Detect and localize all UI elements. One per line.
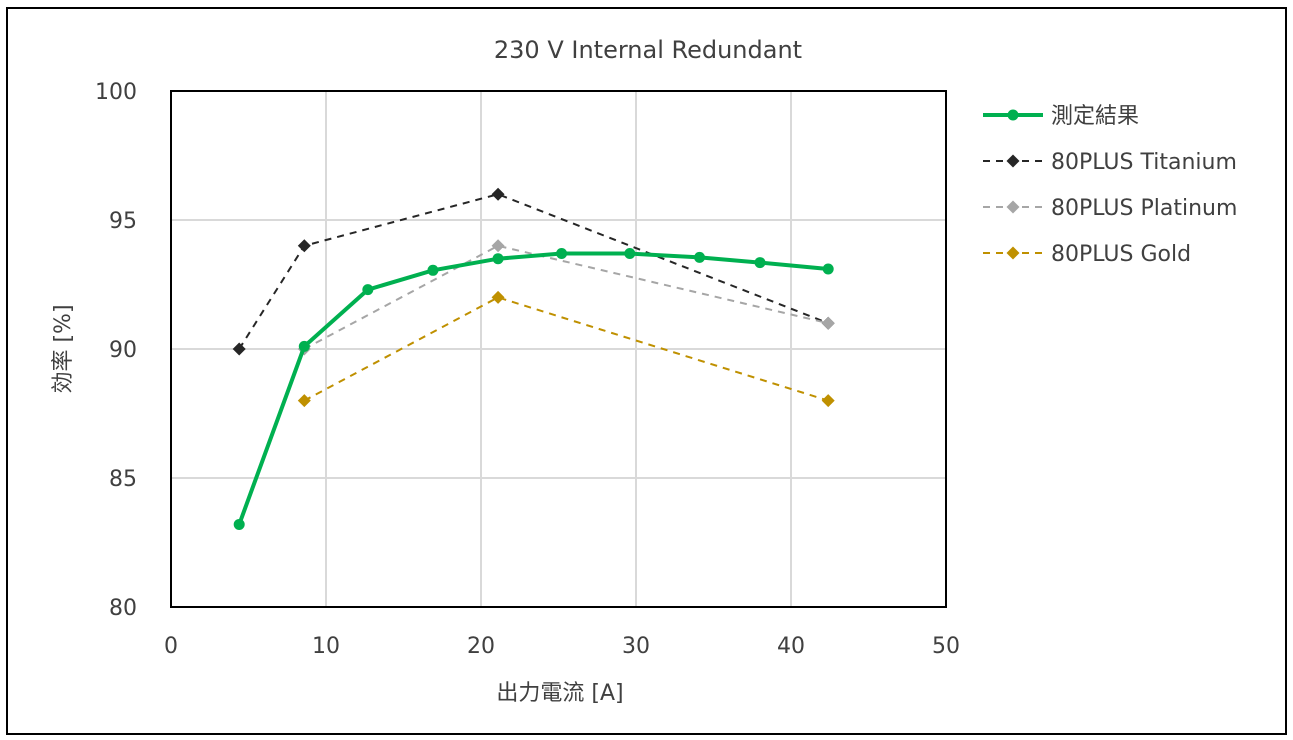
x-tick-label: 0 — [164, 634, 178, 659]
data-point — [233, 518, 245, 530]
series-line — [303, 244, 829, 350]
data-point — [556, 248, 568, 260]
x-tick-label: 30 — [622, 634, 650, 659]
legend: 測定結果 80PLUS Titanium 80PLUS Platinum 80PLUS… — [983, 104, 1237, 267]
data-point — [427, 264, 439, 276]
plot-border — [170, 90, 947, 608]
data-point — [754, 257, 766, 269]
x-tick-label: 10 — [312, 634, 340, 659]
chart-title: 230 V Internal Redundant — [494, 36, 802, 64]
series-1 — [233, 248, 834, 530]
y-tick-label: 95 — [109, 209, 137, 234]
legend-marker — [1006, 246, 1020, 260]
data-point — [822, 263, 834, 275]
chart-frame — [6, 7, 1287, 735]
data-point — [297, 239, 311, 253]
plot-area — [232, 187, 835, 530]
data-point — [821, 316, 835, 330]
series-line — [238, 193, 829, 350]
legend-entry-1: 測定結果 — [983, 104, 1139, 129]
series-4 — [297, 290, 835, 408]
legend-label: 80PLUS Platinum — [1051, 196, 1237, 221]
y-tick-label: 85 — [109, 467, 137, 492]
y-tick-label: 100 — [95, 80, 137, 105]
legend-marker — [1007, 109, 1019, 121]
grid-lines — [171, 91, 946, 607]
legend-marker — [1006, 154, 1020, 168]
data-point — [492, 253, 504, 265]
data-point — [694, 251, 706, 263]
legend-marker — [1006, 200, 1020, 214]
legend-entry-4: 80PLUS Gold — [983, 242, 1191, 267]
y-axis-ticks: 80 85 90 95 100 — [95, 80, 137, 621]
series-3 — [297, 239, 835, 356]
x-tick-label: 40 — [777, 634, 805, 659]
data-point — [362, 284, 374, 296]
legend-entry-3: 80PLUS Platinum — [983, 196, 1237, 221]
y-tick-label: 80 — [109, 596, 137, 621]
series-line — [237, 251, 829, 526]
legend-label: 80PLUS Titanium — [1051, 150, 1237, 175]
x-tick-label: 50 — [932, 634, 960, 659]
data-point — [624, 248, 636, 260]
x-tick-label: 20 — [467, 634, 495, 659]
y-tick-label: 90 — [109, 338, 137, 363]
x-axis-ticks: 0 10 20 30 40 50 — [164, 634, 960, 659]
x-axis-label: 出力電流 [A] — [496, 681, 623, 706]
data-point — [297, 394, 311, 408]
data-point — [298, 340, 310, 352]
data-point — [232, 342, 246, 356]
data-point — [821, 394, 835, 408]
data-point — [491, 290, 505, 304]
y-axis-label: 効率 [%] — [51, 304, 76, 393]
legend-label: 測定結果 — [1051, 104, 1139, 129]
legend-label: 80PLUS Gold — [1051, 242, 1191, 267]
data-point — [491, 187, 505, 201]
data-point — [491, 239, 505, 253]
legend-entry-2: 80PLUS Titanium — [983, 150, 1237, 175]
